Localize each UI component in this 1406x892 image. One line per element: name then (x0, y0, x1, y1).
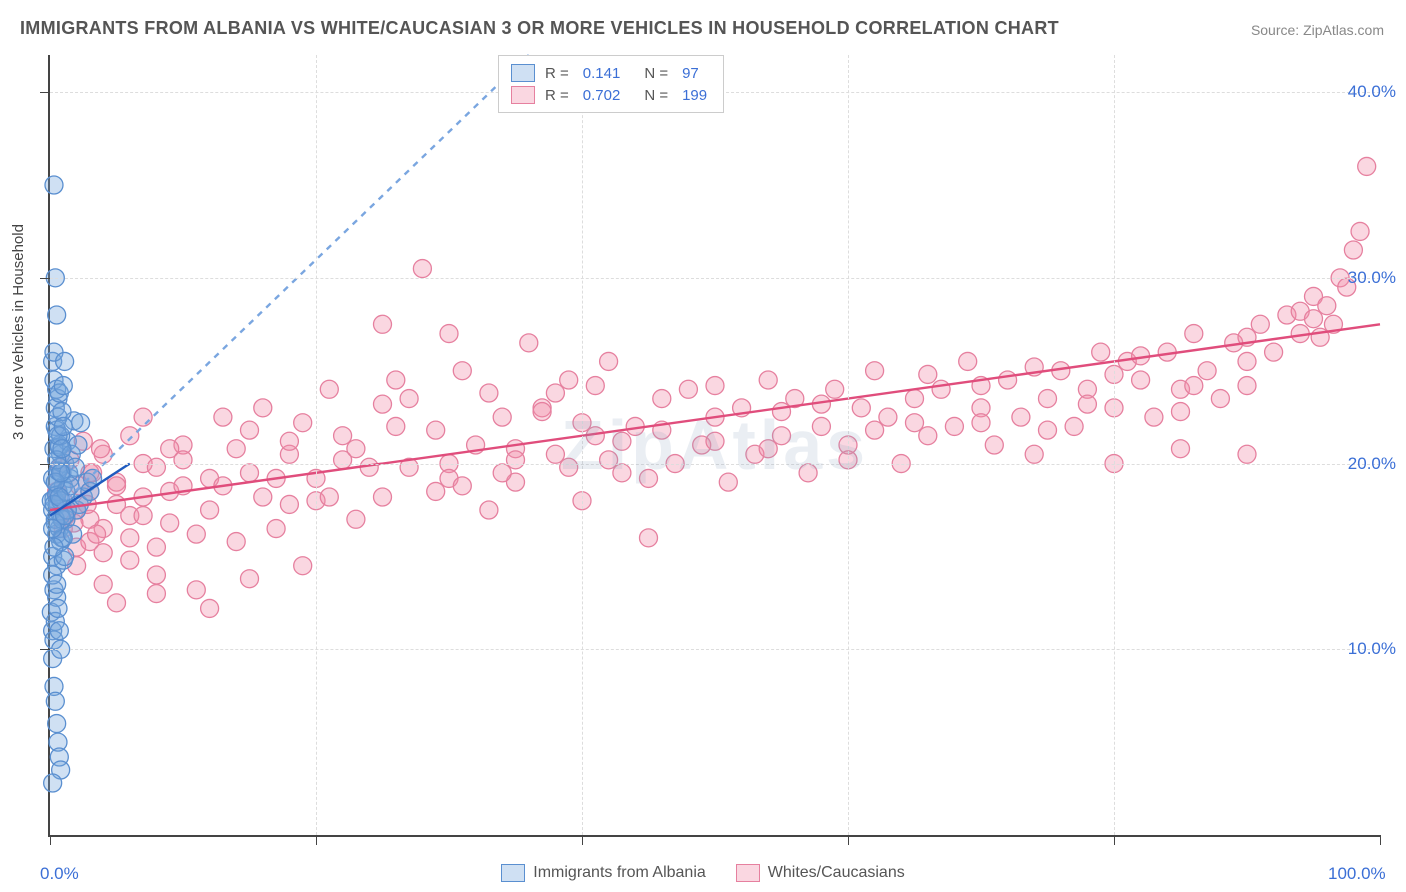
legend-item-pink: Whites/Caucasians (736, 864, 905, 882)
stats-legend-box: R = 0.141 N = 97 R = 0.702 N = 199 (498, 55, 724, 113)
n-value-blue: 97 (678, 65, 703, 82)
r-value-pink: 0.702 (579, 87, 625, 104)
legend-label-pink: Whites/Caucasians (768, 864, 905, 882)
n-value-pink: 199 (678, 87, 711, 104)
stats-legend-row-pink: R = 0.702 N = 199 (511, 84, 711, 106)
y-tick-label: 30.0% (1348, 268, 1396, 288)
scatter-plot (50, 55, 1380, 835)
chart-area: ZipAtlas (48, 55, 1380, 837)
stats-legend-row-blue: R = 0.141 N = 97 (511, 62, 711, 84)
n-label: N = (644, 87, 668, 104)
x-tick-label: 100.0% (1328, 864, 1386, 884)
legend-label-blue: Immigrants from Albania (533, 864, 706, 882)
swatch-pink-icon (511, 86, 535, 104)
swatch-blue-icon (511, 64, 535, 82)
x-tick-label: 0.0% (40, 864, 79, 884)
y-tick-label: 10.0% (1348, 639, 1396, 659)
y-tick-label: 40.0% (1348, 82, 1396, 102)
n-label: N = (644, 65, 668, 82)
y-tick-label: 20.0% (1348, 454, 1396, 474)
chart-title: IMMIGRANTS FROM ALBANIA VS WHITE/CAUCASI… (20, 18, 1059, 39)
y-axis-label: 3 or more Vehicles in Household (10, 224, 27, 440)
r-label: R = (545, 87, 569, 104)
swatch-blue-icon (501, 864, 525, 882)
swatch-pink-icon (736, 864, 760, 882)
legend-item-blue: Immigrants from Albania (501, 864, 706, 882)
bottom-legend: Immigrants from Albania Whites/Caucasian… (0, 864, 1406, 882)
r-label: R = (545, 65, 569, 82)
r-value-blue: 0.141 (579, 65, 625, 82)
source-label: Source: ZipAtlas.com (1251, 22, 1384, 38)
